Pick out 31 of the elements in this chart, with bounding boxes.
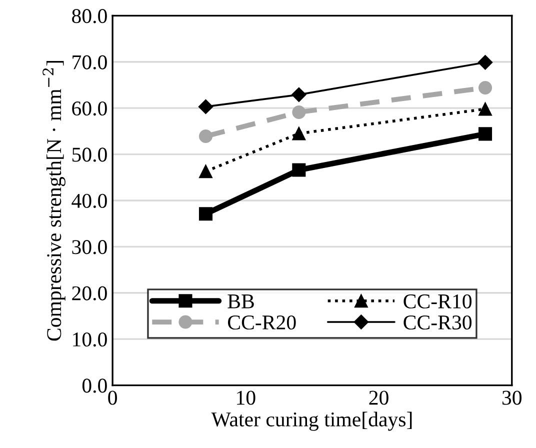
point	[478, 102, 492, 116]
point	[198, 99, 214, 114]
y-tick-label: 70.0	[72, 55, 107, 70]
x-axis-title: Water curing time[days]	[211, 412, 412, 431]
x-tick-label: 20	[369, 390, 388, 405]
point	[478, 80, 492, 95]
point	[478, 54, 493, 70]
y-tick-label: 40.0	[72, 194, 107, 208]
legend-label: CC-R10	[404, 294, 472, 308]
y-axis-title: Compressive strength[N · mm$^{−2}$]	[42, 61, 66, 341]
y-tick-label: 30.0	[72, 240, 107, 254]
point	[198, 164, 213, 178]
y-tick-label: 80.0	[72, 9, 107, 24]
legend-label: CC-R20	[228, 315, 296, 330]
x-tick-label: 10	[237, 390, 256, 405]
point	[292, 105, 306, 120]
point	[198, 207, 213, 221]
point	[292, 163, 306, 177]
point	[198, 129, 213, 144]
y-tick-label: 50.0	[72, 148, 107, 162]
point	[292, 126, 306, 140]
y-tick-label: 0.0	[82, 378, 107, 393]
y-tick-label: 20.0	[72, 286, 107, 300]
y-tick-label: 10.0	[73, 332, 107, 347]
y-tick-label: 60.0	[72, 101, 107, 116]
legend-label: BB	[228, 294, 254, 308]
legend-label: CC-R30	[404, 315, 472, 330]
x-tick-label: 0	[108, 390, 117, 405]
point	[292, 87, 306, 102]
point	[478, 127, 492, 141]
x-tick-label: 30	[502, 390, 522, 405]
